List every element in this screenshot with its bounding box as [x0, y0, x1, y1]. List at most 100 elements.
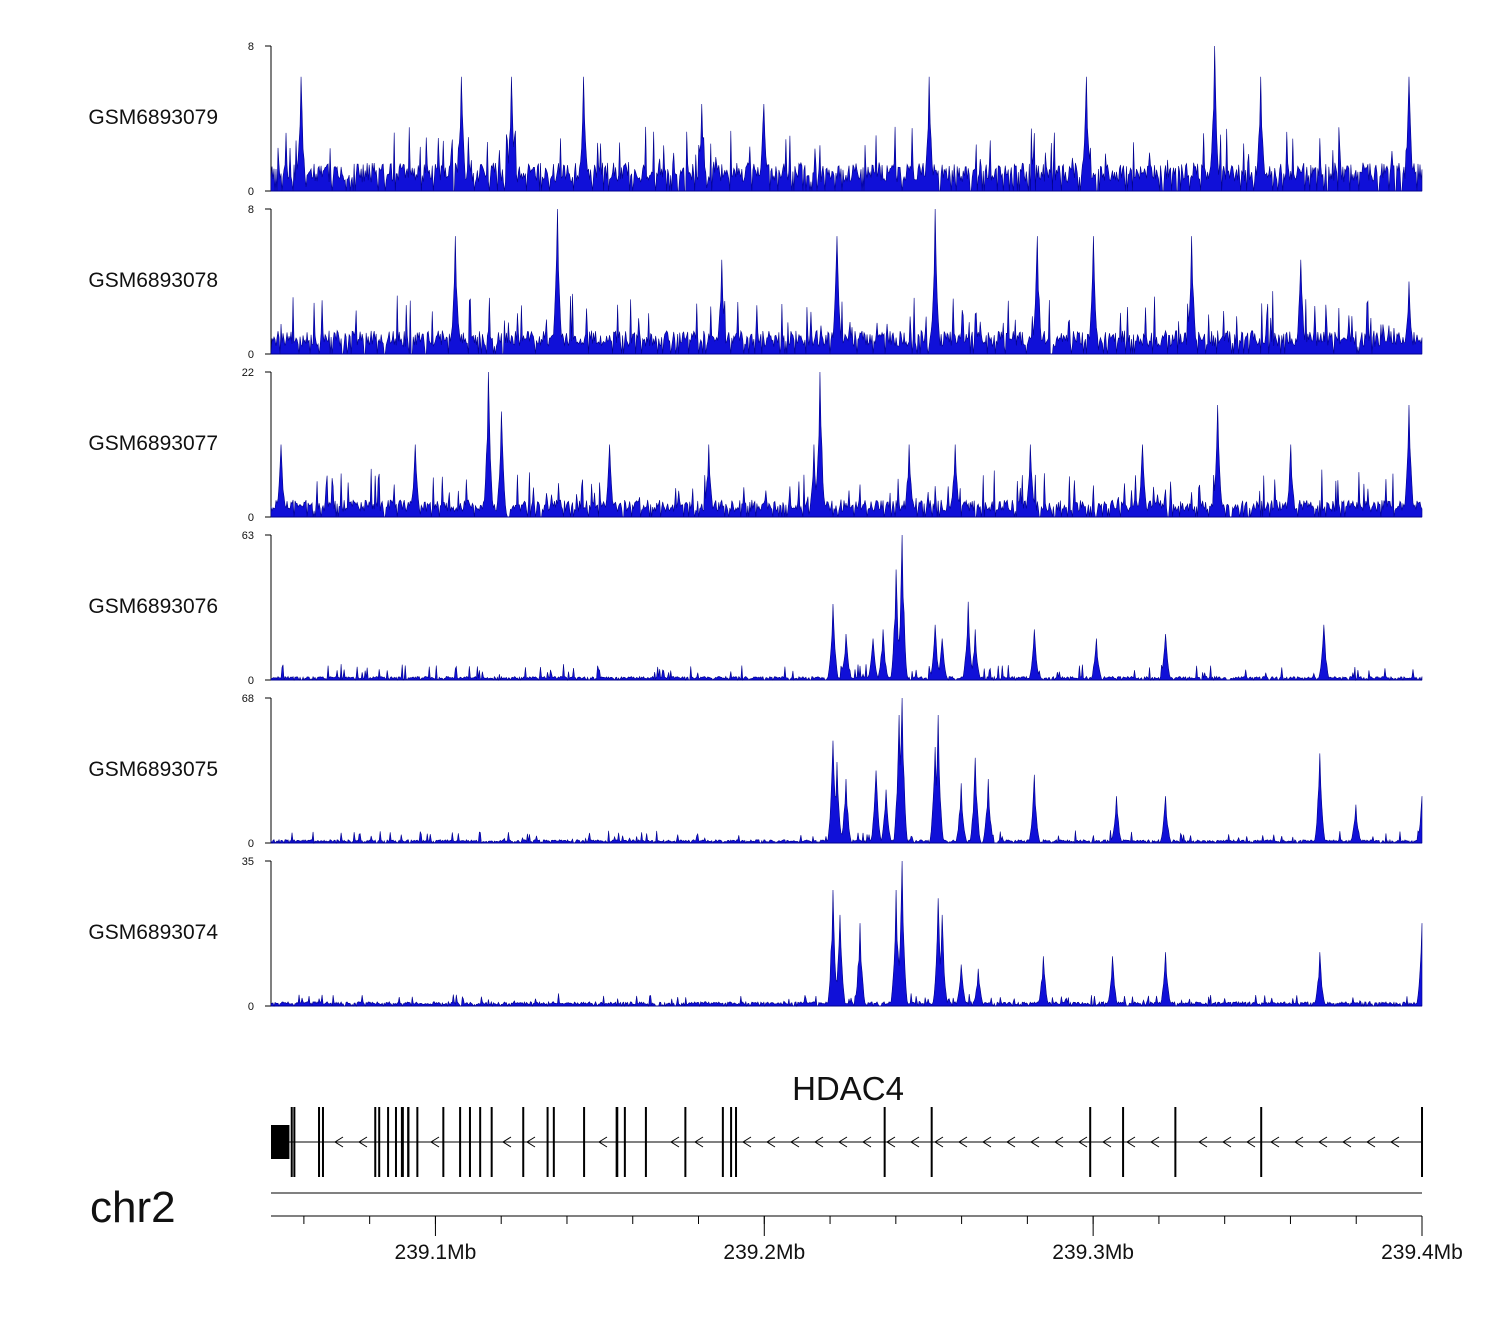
gene-exon	[730, 1107, 733, 1177]
strand-chevron	[814, 1136, 824, 1148]
y-tick-label-max: 68	[242, 693, 254, 705]
gene-exon	[387, 1107, 390, 1177]
strand-chevron	[694, 1136, 704, 1148]
gene-exon	[623, 1107, 626, 1177]
strand-chevron	[1318, 1136, 1328, 1148]
gene-exon	[1174, 1107, 1177, 1177]
gene-exon	[735, 1107, 738, 1177]
strand-chevron	[1006, 1136, 1016, 1148]
y-tick-label-min: 0	[248, 1001, 254, 1013]
strand-chevron	[1294, 1136, 1304, 1148]
gene-exon	[407, 1107, 410, 1177]
track-label: GSM6893077	[88, 432, 218, 455]
strand-chevron	[1390, 1136, 1400, 1148]
gene-exon	[479, 1107, 482, 1177]
strand-chevron	[958, 1136, 968, 1148]
y-tick-label-min: 0	[248, 838, 254, 850]
gene-exon	[583, 1107, 586, 1177]
gene-exon	[490, 1107, 493, 1177]
track-GSM6893076: GSM6893076 63 0	[88, 530, 1423, 687]
signal-tracks: GSM689307980GSM689307880GSM6893077220GSM…	[88, 41, 1423, 1013]
track-label: GSM6893079	[88, 106, 218, 129]
strand-chevron	[1054, 1136, 1064, 1148]
signal-area	[270, 45, 1423, 192]
y-tick-label-min: 0	[248, 675, 254, 687]
gene-exon	[468, 1107, 471, 1177]
strand-chevron	[598, 1136, 608, 1148]
strand-chevron	[742, 1136, 752, 1148]
signal-area	[270, 534, 1423, 682]
strand-chevron	[838, 1136, 848, 1148]
strand-chevron	[502, 1136, 512, 1148]
y-tick-label-max: 63	[242, 530, 254, 542]
strand-chevron	[1366, 1136, 1376, 1148]
gene-exon	[883, 1107, 886, 1177]
gene-exon	[271, 1125, 290, 1159]
gene-exon	[459, 1107, 462, 1177]
gene-exon	[552, 1107, 555, 1177]
gene-exon	[394, 1107, 397, 1177]
track-label: GSM6893074	[88, 921, 218, 944]
track-GSM6893074: GSM6893074 35 0	[88, 856, 1423, 1013]
gene-exon	[1122, 1107, 1125, 1177]
gene-exon	[615, 1107, 619, 1177]
strand-chevron	[886, 1136, 896, 1148]
strand-chevron	[334, 1136, 344, 1148]
strand-chevron	[910, 1136, 920, 1148]
track-GSM6893078: GSM6893078 8 0	[88, 204, 1423, 361]
strand-chevron	[358, 1136, 368, 1148]
strand-chevron	[1102, 1136, 1112, 1148]
y-tick-label-max: 8	[248, 204, 254, 216]
y-tick-label-max: 8	[248, 41, 254, 53]
gene-exon	[644, 1107, 647, 1177]
genomic-axis: chr2 239.1Mb 239.2Mb 239.3Mb 239.4Mb	[90, 1183, 1463, 1264]
strand-chevron	[790, 1136, 800, 1148]
gene-exon	[546, 1107, 549, 1177]
signal-area	[270, 697, 1423, 845]
signal-area	[270, 208, 1423, 355]
strand-chevron	[1270, 1136, 1280, 1148]
gene-track: HDAC4	[271, 1070, 1424, 1177]
y-tick-label-min: 0	[248, 186, 254, 198]
strand-chevron	[1222, 1136, 1232, 1148]
gene-exon	[400, 1107, 404, 1177]
y-tick-label-max: 35	[242, 856, 254, 868]
gene-exon	[721, 1107, 724, 1177]
strand-chevron	[1246, 1136, 1256, 1148]
axis-tick-label: 239.2Mb	[723, 1241, 805, 1264]
strand-chevron	[766, 1136, 776, 1148]
strand-chevron	[982, 1136, 992, 1148]
strand-chevron	[1030, 1136, 1040, 1148]
gene-exon	[1260, 1107, 1263, 1177]
strand-chevron	[670, 1136, 680, 1148]
axis-tick-label: 239.4Mb	[1381, 1241, 1463, 1264]
gene-exon	[442, 1107, 445, 1177]
gene-exon	[290, 1107, 293, 1177]
track-label: GSM6893075	[88, 758, 218, 781]
track-label: GSM6893076	[88, 595, 218, 618]
gene-name: HDAC4	[792, 1070, 904, 1107]
track-GSM6893075: GSM6893075 68 0	[88, 693, 1423, 850]
strand-chevron	[1342, 1136, 1352, 1148]
gene-exon	[374, 1107, 377, 1177]
axis-tick-label: 239.3Mb	[1052, 1241, 1134, 1264]
strand-chevron	[934, 1136, 944, 1148]
strand-chevron	[1078, 1136, 1088, 1148]
gene-exon	[318, 1107, 321, 1177]
gene-exon	[293, 1107, 296, 1177]
gene-exon	[930, 1107, 933, 1177]
y-tick-label-min: 0	[248, 512, 254, 524]
strand-chevron	[430, 1136, 440, 1148]
signal-area	[270, 860, 1423, 1008]
strand-chevron	[1150, 1136, 1160, 1148]
gene-exon	[522, 1107, 525, 1177]
gene-exon	[684, 1107, 687, 1177]
gene-exon	[416, 1107, 419, 1177]
gene-exon	[321, 1107, 324, 1177]
signal-area	[270, 371, 1423, 518]
chromosome-label: chr2	[90, 1183, 176, 1232]
strand-chevron	[1198, 1136, 1208, 1148]
y-tick-label-max: 22	[242, 367, 254, 379]
gene-exon	[378, 1107, 381, 1177]
